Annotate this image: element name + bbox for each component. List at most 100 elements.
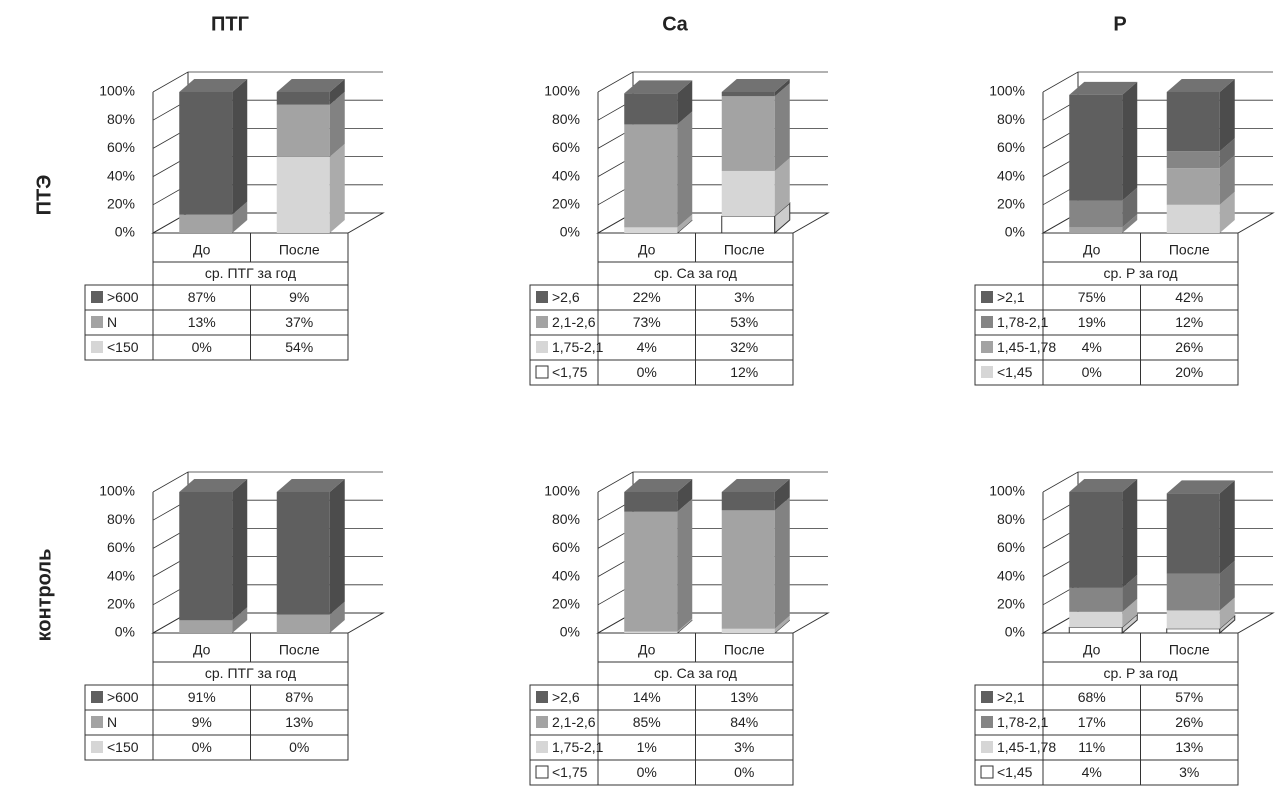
y-tick-label: 20% xyxy=(107,196,135,212)
bar-side xyxy=(232,201,248,233)
y-tick-label: 0% xyxy=(115,224,135,240)
x-axis-label: ср. ПТГ за год xyxy=(205,665,296,681)
value-label: 22% xyxy=(633,289,661,305)
category-label: До xyxy=(638,242,656,258)
bar-side xyxy=(677,111,693,228)
y-tick-label: 20% xyxy=(997,196,1025,212)
legend-swatch xyxy=(535,365,549,379)
legend-label: 2,1-2,6 xyxy=(552,714,596,730)
legend-swatch xyxy=(91,291,103,303)
value-label: 1% xyxy=(637,739,657,755)
bar-segment xyxy=(179,92,233,215)
bar-segment xyxy=(1069,611,1123,628)
bar-segment xyxy=(179,214,233,233)
value-label: 53% xyxy=(730,314,758,330)
bar-top xyxy=(1069,81,1138,95)
bar-top xyxy=(1166,480,1235,494)
value-label: 12% xyxy=(1175,314,1203,330)
bar-segment xyxy=(1166,168,1220,205)
legend-swatch xyxy=(981,291,993,303)
y-tick-label: 80% xyxy=(107,111,135,127)
y-tick-label: 20% xyxy=(997,596,1025,612)
value-label: 73% xyxy=(633,314,661,330)
legend-label: <150 xyxy=(107,339,139,355)
bar-segment xyxy=(1069,94,1123,201)
x-axis-label: ср. P за год xyxy=(1103,265,1177,281)
value-label: 37% xyxy=(285,314,313,330)
table-row xyxy=(974,759,1239,786)
y-tick-label: 20% xyxy=(107,596,135,612)
bar-side xyxy=(1219,560,1235,611)
legend-label: >2,6 xyxy=(552,689,580,705)
y-tick-label: 80% xyxy=(107,511,135,527)
bar-segment xyxy=(721,492,775,511)
category-label: До xyxy=(1083,642,1101,658)
value-label: 9% xyxy=(289,289,309,305)
bar-side xyxy=(677,80,693,125)
value-label: 3% xyxy=(1179,764,1199,780)
bar-segment xyxy=(276,104,330,157)
category-label: До xyxy=(193,242,211,258)
value-label: 0% xyxy=(637,764,657,780)
legend-swatch xyxy=(536,741,548,753)
y-tick-label: 100% xyxy=(99,83,135,99)
value-label: 54% xyxy=(285,339,313,355)
x-axis-label: ср. P за год xyxy=(1103,665,1177,681)
bar-segment xyxy=(1166,628,1221,634)
value-label: 14% xyxy=(633,689,661,705)
value-label: 0% xyxy=(289,739,309,755)
bar-segment xyxy=(276,156,330,233)
bar-top xyxy=(179,79,248,92)
legend-swatch xyxy=(91,316,103,328)
bar-segment xyxy=(1069,492,1123,588)
bar-segment xyxy=(624,511,678,632)
y-tick-label: 80% xyxy=(552,511,580,527)
value-label: 3% xyxy=(734,739,754,755)
y-tick-label: 40% xyxy=(552,167,580,183)
bar-side xyxy=(232,79,248,215)
bar-top xyxy=(179,479,248,492)
value-label: 19% xyxy=(1078,314,1106,330)
y-tick-label: 100% xyxy=(544,483,580,499)
column-title: Ca xyxy=(662,13,688,35)
bar-top xyxy=(721,479,790,492)
table-row xyxy=(529,759,794,786)
grid-line xyxy=(152,71,383,93)
bar-side xyxy=(329,601,345,633)
bar-segment xyxy=(276,614,330,633)
bar-side xyxy=(329,479,345,615)
value-label: 12% xyxy=(730,364,758,380)
column-title: P xyxy=(1113,13,1126,35)
bar-segment xyxy=(721,510,775,629)
y-tick-label: 60% xyxy=(552,139,580,155)
bar-side xyxy=(774,157,790,217)
value-label: 3% xyxy=(734,289,754,305)
bar-segment xyxy=(721,96,775,171)
bar-segment xyxy=(1069,587,1123,612)
bar-side xyxy=(1219,79,1235,152)
bar-side xyxy=(677,498,693,632)
bar-side xyxy=(1219,191,1235,233)
bar-segment xyxy=(179,492,233,621)
bar-segment xyxy=(721,170,775,217)
value-label: 42% xyxy=(1175,289,1203,305)
column-title: ПТГ xyxy=(211,13,249,35)
bar-side xyxy=(774,497,790,629)
value-label: 26% xyxy=(1175,714,1203,730)
legend-label: <1,45 xyxy=(997,764,1033,780)
bar-top xyxy=(276,479,345,492)
bar-side xyxy=(329,143,345,233)
value-label: 4% xyxy=(637,339,657,355)
y-tick-label: 0% xyxy=(1005,224,1025,240)
y-tick-label: 100% xyxy=(989,83,1025,99)
legend-label: >2,6 xyxy=(552,289,580,305)
legend-label: 1,75-2,1 xyxy=(552,739,604,755)
value-label: 91% xyxy=(188,689,216,705)
legend-swatch xyxy=(981,366,993,378)
bar-segment xyxy=(624,124,678,228)
legend-label: 1,45-1,78 xyxy=(997,339,1056,355)
bar-top xyxy=(1069,479,1138,492)
bar-side xyxy=(1122,214,1138,233)
legend-swatch xyxy=(91,341,103,353)
